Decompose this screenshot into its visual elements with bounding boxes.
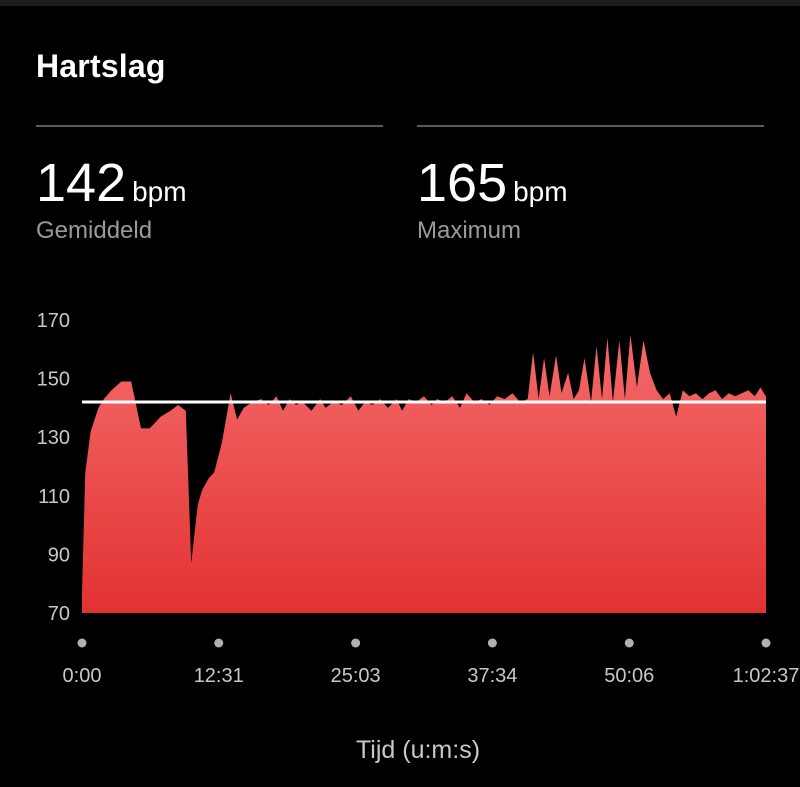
y-axis-ticks: 170 150 130 110 90 70: [37, 310, 70, 625]
y-tick-label: 70: [48, 603, 70, 625]
y-tick-label: 110: [38, 486, 70, 508]
y-tick-label: 90: [48, 544, 70, 566]
x-tick-dot: [761, 638, 771, 648]
x-tick-label: 37:34: [467, 665, 517, 687]
x-tick-dot: [214, 638, 224, 648]
x-tick-label: 0:00: [63, 665, 102, 687]
x-tick-label: 25:03: [331, 665, 381, 687]
average-unit: bpm: [132, 176, 187, 207]
x-axis-ticks: 0:00 12:31 25:03 37:34 50:06 1:02:37: [63, 638, 800, 687]
maximum-label: Maximum: [417, 217, 522, 244]
x-tick-label: 1:02:37: [733, 665, 800, 687]
page-title: Hartslag: [36, 48, 166, 84]
divider-average: [36, 125, 383, 127]
y-tick-label: 130: [37, 427, 70, 449]
x-tick-dot: [77, 638, 87, 648]
x-tick-dot: [351, 638, 361, 648]
y-tick-label: 150: [37, 369, 70, 391]
divider-maximum: [417, 125, 764, 127]
average-value: 142: [36, 153, 127, 213]
x-tick-label: 50:06: [604, 665, 654, 687]
y-tick-label: 170: [37, 310, 70, 332]
x-tick-label: 12:31: [194, 665, 244, 687]
x-axis-title: Tijd (u:m:s): [355, 736, 481, 764]
maximum-value: 165: [417, 153, 508, 213]
status-bar-strip: [0, 0, 800, 6]
maximum-unit: bpm: [513, 176, 568, 207]
heart-rate-area: [82, 334, 766, 613]
average-label: Gemiddeld: [36, 217, 153, 244]
x-tick-dot: [624, 638, 634, 648]
x-tick-dot: [487, 638, 497, 648]
stat-maximum: 165 bpm Maximum: [417, 153, 568, 245]
stat-average: 142 bpm Gemiddeld: [36, 153, 187, 245]
